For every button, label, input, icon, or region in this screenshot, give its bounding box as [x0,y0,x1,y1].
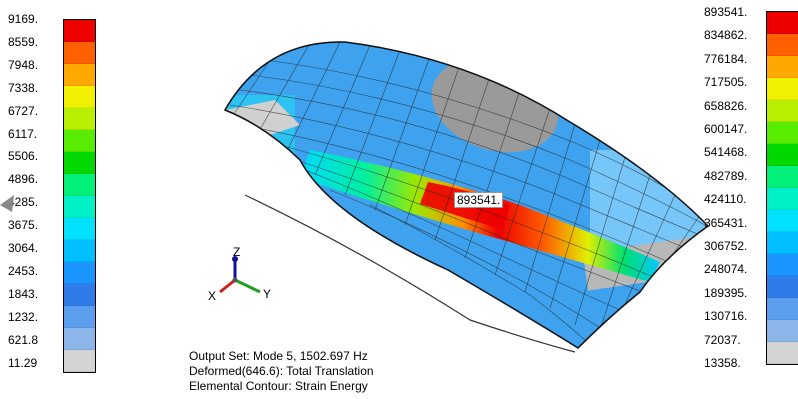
deformed-text: Deformed(646.6): Total Translation [189,364,374,378]
legend-label: 72037. [704,332,741,347]
legend-swatch [767,342,798,364]
legend-swatch [767,122,798,144]
axis-label-y: Y [263,287,272,301]
legend-label: 5506. [8,149,39,164]
left-legend-color-bar [63,19,96,373]
legend-swatch [64,174,95,196]
view-orientation-marker [0,195,14,212]
legend-label: 6117. [8,126,38,141]
legend-label: 658826. [704,98,748,113]
legend-swatch [64,152,95,174]
axis-triad-graphic [219,256,261,294]
legend-label: 9169. [8,12,39,26]
right-legend-color-bar [766,11,798,365]
legend-swatch [64,196,95,218]
legend-swatch [64,262,95,284]
legend-label: 6727. [8,103,39,118]
axis-triad: Z X Y [205,245,285,305]
legend-label: 365431. [704,215,748,230]
legend-label: 776184. [704,51,748,66]
legend-label: 600147. [704,122,748,136]
legend-swatch [767,12,798,34]
legend-label: 8559. [8,34,39,49]
output-set-text: Output Set: Mode 5, 1502.697 Hz [189,349,368,363]
axis-label-x: X [208,289,217,303]
legend-swatch [767,78,798,100]
gray-low-energy-region-left [225,100,300,140]
legend-swatch [64,218,95,240]
legend-label: 424110. [704,192,747,207]
orientation-arrow-left-edge [0,195,14,212]
legend-swatch [64,42,95,64]
undeformed-edge-curve [244,194,576,353]
legend-swatch [64,240,95,262]
legend-swatch [64,64,95,86]
legend-swatch [767,144,798,166]
legend-swatch [767,100,798,122]
right-contour-legend: 893541. 834862. 776184. 717505. 658826. 60014… [690,0,798,399]
legend-label: 7338. [8,80,39,95]
legend-swatch [767,166,798,188]
legend-label: 834862. [704,28,748,43]
legend-label: 189395. [704,285,748,300]
legend-swatch [767,232,798,254]
legend-label: 3064. [8,241,39,255]
legend-swatch [64,130,95,152]
legend-swatch [767,298,798,320]
legend-label: 4285. [8,195,39,210]
legend-swatch [767,188,798,210]
legend-label: 4896. [8,172,39,187]
plate-outline [223,41,710,349]
legend-label: 541468. [704,145,748,160]
legend-label: 13358. [704,356,741,370]
legend-swatch [767,320,798,342]
legend-swatch [64,20,95,42]
legend-swatch [64,108,95,130]
peak-value-label: 893541. [454,192,504,208]
legend-swatch [64,86,95,108]
legend-swatch [64,328,95,350]
legend-swatch [64,350,95,372]
legend-swatch [767,254,798,276]
legend-label: 482789. [704,168,748,183]
legend-swatch [64,306,95,328]
legend-label: 11.29 [8,355,38,370]
legend-swatch [767,56,798,78]
axis-label-z: Z [233,245,241,259]
mesh-grid [229,41,708,341]
output-info-block: Output Set: Mode 5, 1502.697 Hz Deformed… [189,349,374,394]
legend-label: 3675. [8,218,39,233]
legend-label: 893541. [704,5,748,19]
legend-label: 1232. [8,309,39,324]
legend-label: 2453. [8,263,39,278]
legend-swatch [767,210,798,232]
legend-label: 306752. [704,239,748,253]
legend-swatch [767,34,798,56]
legend-label: 130716. [704,309,748,324]
legend-label: 248074. [704,262,748,277]
left-contour-legend: 9169. 8559. 7948. 7338. 6727. 6117. 5506. 4896.… [0,0,100,399]
contour-text: Elemental Contour: Strain Energy [189,379,368,393]
legend-label: 1843. [8,286,39,301]
legend-label: 717505. [704,75,748,90]
legend-swatch [64,284,95,306]
legend-label: 7948. [8,57,39,72]
legend-label: 621.8 [8,332,39,347]
legend-swatch [767,276,798,298]
